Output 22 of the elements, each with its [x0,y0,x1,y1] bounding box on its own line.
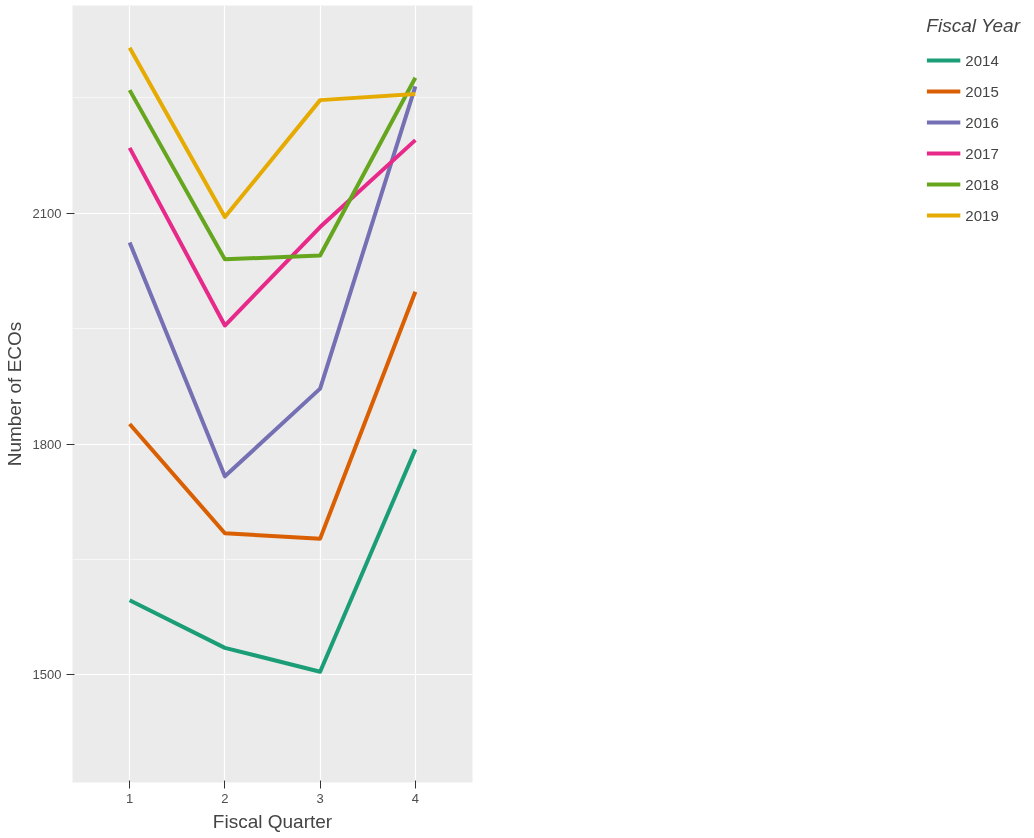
x-tick-label: 1 [126,790,134,806]
y-axis-title: Number of ECOs [3,321,25,467]
y-tick-label: 1800 [32,436,62,452]
legend-label: 2014 [965,51,999,69]
line-series [127,447,418,674]
y-tick-label: 2100 [32,205,62,221]
y-tick-label: 1500 [32,667,62,683]
line-series [127,75,418,262]
line-series [127,289,418,541]
x-tick-label: 2 [221,790,229,806]
x-tick-label: 3 [316,790,324,806]
x-axis-title: Fiscal Quarter [212,810,333,832]
line-series [127,138,418,328]
x-tick-label: 4 [411,790,419,806]
legend-label: 2015 [965,82,999,100]
legend-label: 2019 [965,206,999,224]
legend-label: 2018 [965,175,999,193]
legend-title: Fiscal Year [926,15,1020,37]
legend-label: 2016 [965,113,999,131]
line-series [127,45,418,220]
line-series [127,84,418,479]
legend-label: 2017 [965,144,999,162]
